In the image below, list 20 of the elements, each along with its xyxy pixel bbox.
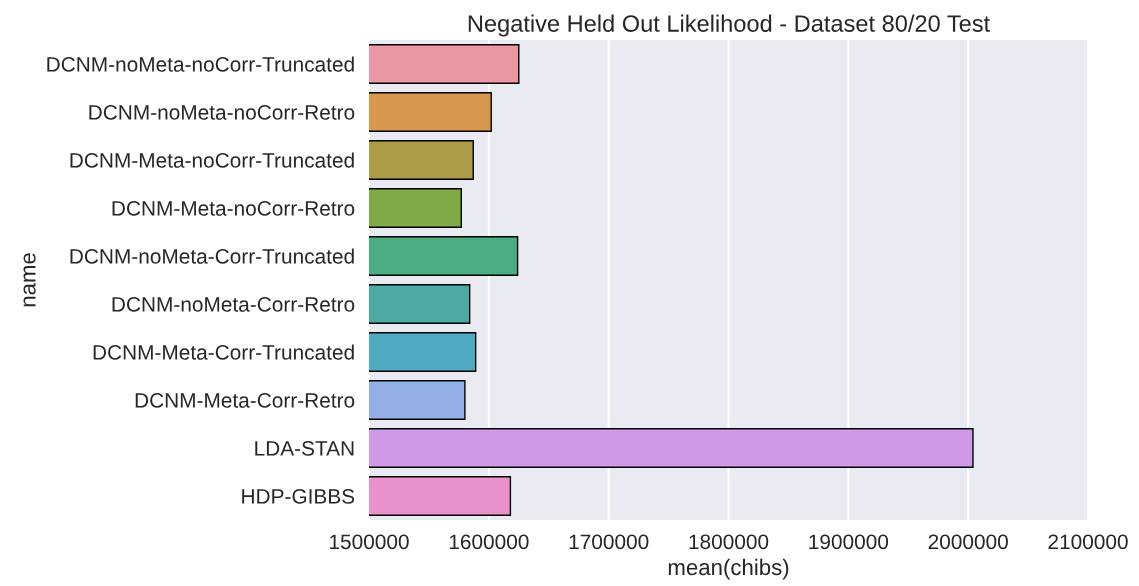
x-tick-label: 1600000: [449, 534, 529, 550]
y-tick-label: LDA-STAN: [255, 441, 354, 456]
y-tick-label: DCNM-Meta-noCorr-Truncated: [70, 152, 354, 168]
x-tick-label: 2100000: [1048, 534, 1128, 550]
x-axis-title: mean(chibs): [668, 558, 789, 580]
x-tick-label: 1500000: [330, 534, 409, 550]
x-tick-label: 1900000: [809, 534, 889, 550]
y-tick-label: DCNM-noMeta-Corr-Truncated: [70, 248, 354, 264]
y-tick-label: DCNM-noMeta-noCorr-Truncated: [47, 56, 354, 72]
y-tick-label: DCNM-Meta-noCorr-Retro: [112, 201, 355, 216]
x-tick-label: 1800000: [689, 534, 769, 550]
y-tick-label: DCNM-noMeta-Corr-Retro: [112, 297, 355, 312]
y-tick-label: HDP-GIBBS: [242, 489, 355, 504]
y-tick-label: DCNM-noMeta-noCorr-Retro: [89, 105, 355, 120]
y-tick-label: DCNM-Meta-Corr-Retro: [135, 393, 355, 408]
y-axis-title: name: [23, 253, 36, 307]
x-tick-label: 2000000: [928, 534, 1008, 550]
chart-title: Negative Held Out Likelihood - Dataset 80/20 Test: [468, 14, 990, 37]
y-tick-label: DCNM-Meta-Corr-Truncated: [93, 344, 354, 360]
x-tick-label: 1700000: [569, 534, 649, 550]
